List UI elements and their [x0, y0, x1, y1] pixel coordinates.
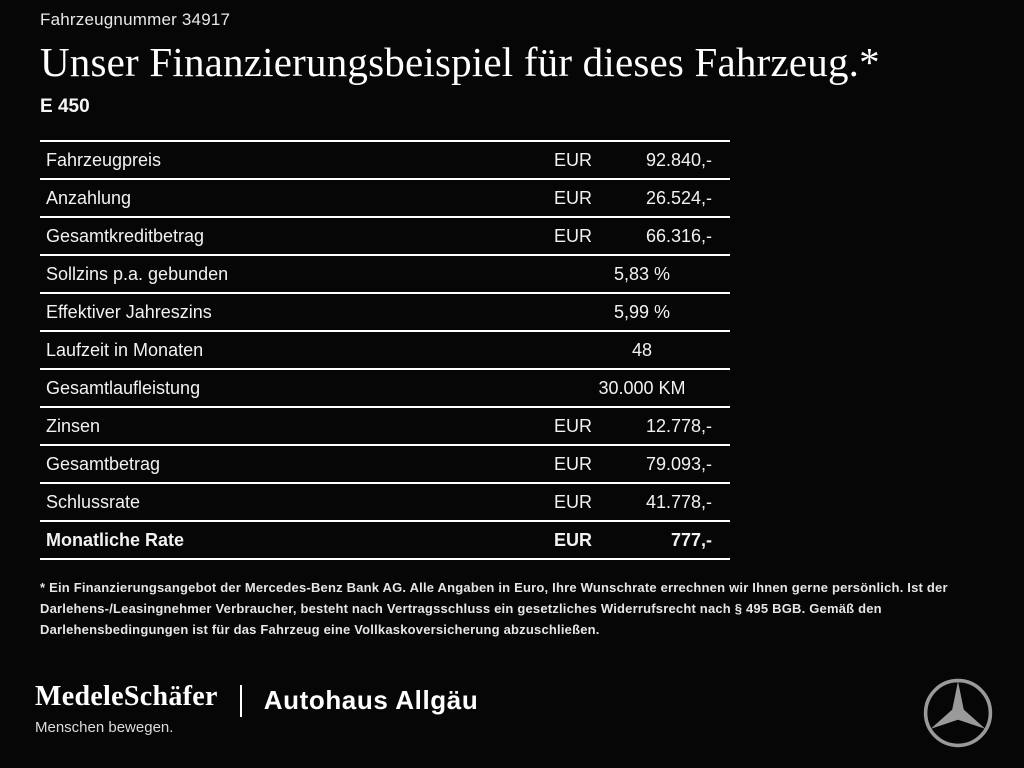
row-value: 777,-	[670, 529, 712, 550]
dealer-block-medele-schaefer: MedeleSchäfer Menschen bewegen.	[35, 681, 218, 737]
table-row: Laufzeit in Monaten 48	[40, 330, 730, 368]
row-label: Zinsen	[46, 415, 101, 436]
row-currency: EUR	[554, 415, 593, 436]
dealer-tagline: Menschen bewegen.	[35, 719, 174, 736]
row-label: Schlussrate	[46, 491, 141, 512]
row-label: Gesamtkreditbetrag	[46, 225, 205, 246]
row-currency: EUR	[554, 529, 593, 550]
row-label: Effektiver Jahreszins	[46, 301, 212, 322]
footer: MedeleSchäfer Menschen bewegen. Autohaus…	[35, 678, 994, 754]
row-currency: EUR	[554, 453, 593, 474]
dealer-logo-medele-schaefer: MedeleSchäfer	[35, 681, 218, 712]
row-value: 12.778,-	[645, 415, 712, 436]
row-label: Sollzins p.a. gebunden	[46, 263, 229, 284]
row-value: 30.000 KM	[598, 377, 686, 398]
table-row: Monatliche Rate EUR 777,-	[40, 520, 730, 558]
row-value: 5,99 %	[613, 301, 671, 322]
row-value: 41.778,-	[645, 491, 712, 512]
finance-table: Fahrzeugpreis EUR 92.840,- Anzahlung EUR…	[40, 140, 730, 560]
footnote: * Ein Finanzierungsangebot der Mercedes-…	[40, 580, 948, 637]
table-row: Gesamtbetrag EUR 79.093,-	[40, 444, 730, 482]
dealer-logo-autohaus-allgaeu: Autohaus Allgäu	[263, 685, 479, 715]
table-row: Schlussrate EUR 41.778,-	[40, 482, 730, 520]
row-value: 48	[631, 339, 653, 360]
row-value: 26.524,-	[645, 187, 712, 208]
table-row: Effektiver Jahreszins 5,99 %	[40, 292, 730, 330]
row-value: 5,83 %	[613, 263, 671, 284]
row-label: Gesamtlaufleistung	[46, 377, 201, 398]
row-label: Fahrzeugpreis	[46, 149, 162, 170]
footer-divider	[239, 685, 242, 717]
table-row: Fahrzeugpreis EUR 92.840,-	[40, 140, 730, 178]
vehicle-number: Fahrzeugnummer 34917	[40, 10, 231, 29]
table-row: Zinsen EUR 12.778,-	[40, 406, 730, 444]
vehicle-model: E 450	[40, 96, 90, 117]
table-row: Sollzins p.a. gebunden 5,83 %	[40, 254, 730, 292]
row-value: 66.316,-	[645, 225, 712, 246]
row-currency: EUR	[554, 187, 593, 208]
row-currency: EUR	[554, 225, 593, 246]
row-label: Monatliche Rate	[46, 529, 185, 550]
row-value: 79.093,-	[645, 453, 712, 474]
table-row: Anzahlung EUR 26.524,-	[40, 178, 730, 216]
row-value: 92.840,-	[645, 149, 712, 170]
row-label: Gesamtbetrag	[46, 453, 161, 474]
table-row: Gesamtlaufleistung 30.000 KM	[40, 368, 730, 406]
row-currency: EUR	[554, 491, 593, 512]
row-currency: EUR	[554, 149, 593, 170]
table-row: Gesamtkreditbetrag EUR 66.316,-	[40, 216, 730, 254]
row-label: Anzahlung	[46, 187, 132, 208]
mercedes-star-icon	[922, 677, 994, 754]
page-title: Unser Finanzierungsbeispiel für dieses F…	[40, 39, 880, 85]
row-label: Laufzeit in Monaten	[46, 339, 204, 360]
